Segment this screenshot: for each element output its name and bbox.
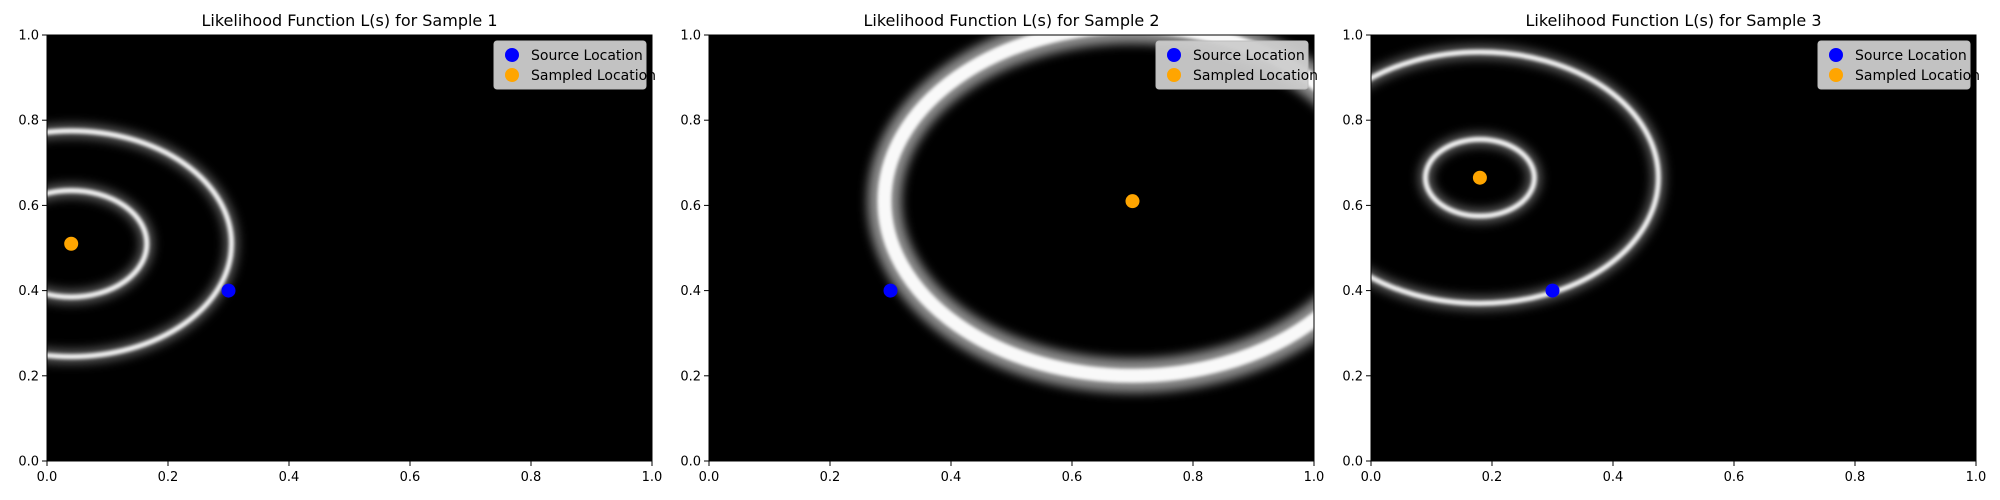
chart-panel-2: Likelihood Function L(s) for Sample 2 0.0… xyxy=(680,11,1325,485)
legend-marker xyxy=(1167,68,1181,82)
x-tick-label: 0.4 xyxy=(279,470,300,485)
legend-label: Sampled Location xyxy=(1855,68,1980,84)
legend: Source Location Sampled Location xyxy=(493,40,656,90)
likelihood-ring-1 xyxy=(1422,136,1537,219)
legend-marker xyxy=(1829,68,1843,82)
legend-label: Source Location xyxy=(1855,48,1967,64)
legend-frame xyxy=(1817,40,1971,90)
y-tick-label: 1.0 xyxy=(18,29,39,44)
x-tick-label: 0.0 xyxy=(1361,470,1382,485)
legend-marker xyxy=(505,48,519,62)
x-tick-label: 0.6 xyxy=(1724,470,1745,485)
legend-label: Source Location xyxy=(531,48,643,64)
x-tick-label: 0.0 xyxy=(37,470,58,485)
axes-frame xyxy=(708,34,1315,462)
x-tick-label: 1.0 xyxy=(1966,470,1987,485)
likelihood-ring-1 xyxy=(877,35,1314,383)
likelihood-ring-1 xyxy=(47,188,150,300)
heatmap-background xyxy=(47,35,652,461)
chart-title: Likelihood Function L(s) for Sample 2 xyxy=(863,11,1159,30)
likelihood-rings xyxy=(1371,45,1666,311)
y-tick-label: 0.4 xyxy=(680,284,701,299)
x-tick-label: 0.8 xyxy=(521,470,542,485)
y-tick-label: 0.8 xyxy=(1342,114,1363,129)
x-tick-label: 0.2 xyxy=(1482,470,1503,485)
legend-label: Sampled Location xyxy=(531,68,656,84)
sampled-location-point xyxy=(1472,170,1487,185)
y-tick-label: 0.4 xyxy=(1342,284,1363,299)
x-tick-label: 0.4 xyxy=(941,470,962,485)
y-tick-label: 0.8 xyxy=(18,114,39,129)
y-tick-label: 0.0 xyxy=(18,455,39,470)
y-tick-label: 0.2 xyxy=(1342,369,1363,384)
x-tick-label: 0.4 xyxy=(1603,470,1624,485)
sampled-location-point xyxy=(1125,194,1140,209)
legend: Source Location Sampled Location xyxy=(1155,40,1318,90)
y-tick-label: 0.0 xyxy=(680,455,701,470)
source-location-point xyxy=(221,283,236,298)
chart-title: Likelihood Function L(s) for Sample 3 xyxy=(1525,11,1821,30)
source-location-point xyxy=(1545,283,1560,298)
likelihood-ring-2 xyxy=(47,128,234,360)
heatmap-background xyxy=(1371,35,1976,461)
heatmap-background xyxy=(709,35,1314,461)
x-tick-label: 0.2 xyxy=(820,470,841,485)
likelihood-rings xyxy=(47,123,239,364)
legend-label: Sampled Location xyxy=(1193,68,1318,84)
likelihood-ring-2 xyxy=(1371,49,1661,306)
y-tick-label: 0.6 xyxy=(680,199,701,214)
chart-panel-3: Likelihood Function L(s) for Sample 3 0.0… xyxy=(1342,11,1987,485)
y-tick-label: 1.0 xyxy=(1342,29,1363,44)
chart-panel-1: Likelihood Function L(s) for Sample 1 0.0… xyxy=(18,11,663,485)
legend-marker xyxy=(1829,48,1843,62)
x-tick-label: 0.6 xyxy=(1062,470,1083,485)
x-tick-label: 0.0 xyxy=(699,470,720,485)
y-tick-label: 0.2 xyxy=(680,369,701,384)
x-tick-label: 0.8 xyxy=(1845,470,1866,485)
legend: Source Location Sampled Location xyxy=(1817,40,1980,90)
y-tick-label: 0.4 xyxy=(18,284,39,299)
legend-label: Source Location xyxy=(1193,48,1305,64)
y-tick-label: 1.0 xyxy=(680,29,701,44)
source-location-point xyxy=(883,283,898,298)
x-tick-label: 0.8 xyxy=(1183,470,1204,485)
chart-title: Likelihood Function L(s) for Sample 1 xyxy=(201,11,497,30)
y-tick-label: 0.8 xyxy=(680,114,701,129)
y-tick-label: 0.6 xyxy=(1342,199,1363,214)
x-tick-label: 1.0 xyxy=(1304,470,1325,485)
legend-frame xyxy=(1155,40,1309,90)
likelihood-rings xyxy=(867,35,1314,393)
axes-frame xyxy=(46,34,653,462)
legend-frame xyxy=(493,40,647,90)
x-tick-label: 0.6 xyxy=(400,470,421,485)
sampled-location-point xyxy=(64,236,79,251)
y-tick-label: 0.6 xyxy=(18,199,39,214)
y-tick-label: 0.2 xyxy=(18,369,39,384)
axes-frame xyxy=(1370,34,1977,462)
y-tick-label: 0.0 xyxy=(1342,455,1363,470)
legend-marker xyxy=(1167,48,1181,62)
x-tick-label: 1.0 xyxy=(642,470,663,485)
x-tick-label: 0.2 xyxy=(158,470,179,485)
legend-marker xyxy=(505,68,519,82)
